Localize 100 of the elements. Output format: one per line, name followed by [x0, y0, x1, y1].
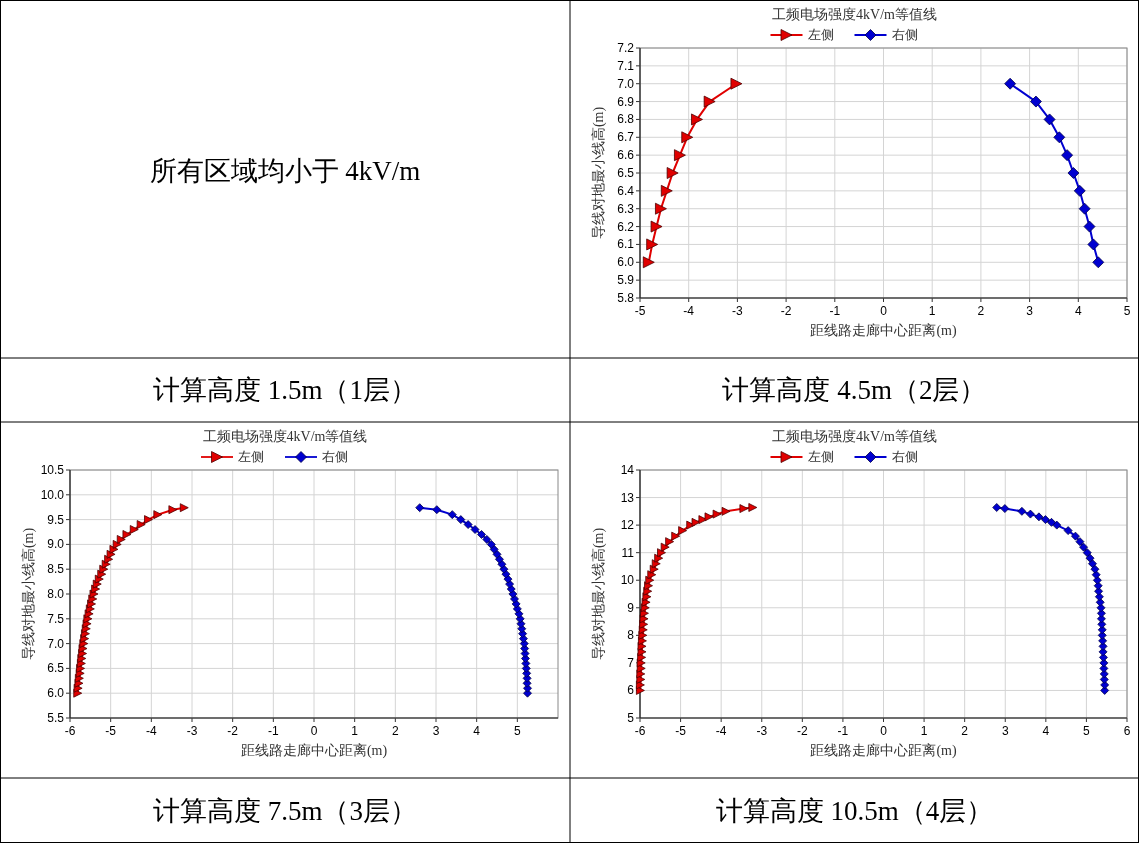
- point: [482, 535, 492, 544]
- x-tick-label: 2: [391, 724, 399, 738]
- y-tick-label: 10.5: [40, 463, 65, 477]
- y-tick-label: 10.0: [40, 487, 65, 502]
- x-tick-label: -4: [715, 724, 727, 738]
- point: [109, 544, 119, 554]
- x-tick-label: -3: [756, 724, 768, 738]
- point: [691, 113, 703, 126]
- chart-title: 工频电场强度4kV/m等值线: [772, 429, 937, 444]
- x-tick-label: -1: [829, 304, 841, 318]
- point: [1041, 515, 1050, 524]
- text: 计算高度 4.5m（2层）: [722, 375, 987, 405]
- point: [651, 559, 661, 569]
- x-tick-label: 5: [513, 724, 521, 738]
- y-tick-label: 7.2: [617, 41, 635, 55]
- y-tick-label: 9.0: [47, 537, 65, 552]
- point: [739, 504, 749, 513]
- point: [1087, 238, 1100, 251]
- y-tick-label: 7.0: [47, 636, 65, 651]
- point: [1071, 531, 1080, 541]
- x-tick-label: 3: [432, 724, 440, 738]
- y-tick-label: 6.3: [617, 201, 635, 216]
- y-tick-label: 7.5: [47, 611, 65, 626]
- y-tick-label: 6.2: [617, 219, 635, 234]
- point: [665, 537, 675, 547]
- y-tick-label: 6.4: [617, 183, 635, 198]
- y-tick-label: 5: [627, 711, 635, 725]
- point: [649, 564, 659, 574]
- point: [1088, 559, 1097, 569]
- y-tick-label: 6.5: [47, 661, 65, 676]
- point: [1085, 553, 1095, 563]
- x-axis-title: 距线路走廊中心距离(m): [240, 743, 388, 759]
- y-tick-label: 7: [627, 655, 635, 670]
- legend-label: 右侧: [891, 27, 918, 42]
- point: [129, 525, 139, 534]
- y-tick-label: 9: [627, 600, 635, 615]
- point: [1073, 184, 1086, 197]
- legend-label: 左侧: [807, 449, 834, 464]
- point: [1061, 149, 1073, 162]
- point: [657, 548, 666, 558]
- point: [1034, 512, 1044, 522]
- x-tick-label: 1: [920, 724, 928, 738]
- y-tick-label: 6: [627, 683, 635, 698]
- point: [1047, 517, 1056, 527]
- y-tick-label: 13: [620, 490, 635, 505]
- y-tick-label: 12: [620, 518, 635, 533]
- x-tick-label: -4: [146, 724, 157, 738]
- x-tick-label: 4: [1074, 304, 1082, 318]
- x-tick-label: -4: [683, 304, 695, 318]
- x-tick-label: -2: [227, 724, 239, 738]
- y-tick-label: 6.0: [47, 686, 65, 701]
- x-tick-label: 1: [928, 304, 936, 318]
- y-tick-label: 6.0: [617, 255, 635, 270]
- y-tick-label: 11: [621, 545, 635, 560]
- point: [678, 526, 688, 536]
- point: [748, 503, 758, 512]
- point: [1017, 506, 1027, 516]
- y-tick-label: 7.1: [617, 58, 635, 73]
- x-tick-label: -5: [634, 304, 646, 318]
- point: [721, 506, 731, 516]
- point: [116, 535, 126, 544]
- point: [1004, 77, 1017, 90]
- x-tick-label: 4: [473, 724, 481, 738]
- y-tick-label: 8: [627, 628, 635, 643]
- point: [671, 531, 681, 541]
- point: [1052, 520, 1062, 530]
- point: [660, 184, 673, 197]
- x-tick-label: 6: [1123, 724, 1131, 738]
- point: [712, 509, 722, 519]
- legend-label: 右侧: [891, 449, 918, 464]
- point: [1083, 220, 1096, 233]
- point: [456, 515, 466, 524]
- point: [666, 167, 679, 179]
- x-tick-label: -6: [634, 724, 646, 738]
- point: [179, 503, 189, 513]
- point: [1063, 526, 1073, 536]
- text: 计算高度 7.5m（3层）: [152, 795, 418, 826]
- x-tick-label: 3: [1026, 304, 1034, 318]
- point: [1000, 504, 1010, 513]
- x-tick-label: 0: [880, 304, 888, 318]
- point: [681, 131, 694, 144]
- point: [646, 238, 659, 251]
- point: [703, 95, 716, 108]
- point: [704, 512, 714, 522]
- point: [477, 530, 486, 539]
- x-tick-label: -1: [268, 724, 279, 738]
- point: [1075, 537, 1085, 547]
- x-tick-label: -6: [64, 724, 76, 738]
- point: [1053, 131, 1066, 144]
- y-tick-label: 10: [620, 573, 635, 588]
- x-tick-label: 2: [977, 304, 985, 318]
- y-tick-label: 9.5: [47, 512, 65, 527]
- point: [1030, 95, 1042, 108]
- point: [168, 505, 178, 515]
- legend-label: 左侧: [807, 27, 834, 42]
- y-tick-label: 6.7: [617, 130, 635, 145]
- y-tick-label: 14: [620, 463, 635, 477]
- text: 计算高度 10.5m（4层）: [715, 795, 994, 826]
- x-tick-label: 0: [310, 724, 318, 738]
- point: [660, 542, 670, 552]
